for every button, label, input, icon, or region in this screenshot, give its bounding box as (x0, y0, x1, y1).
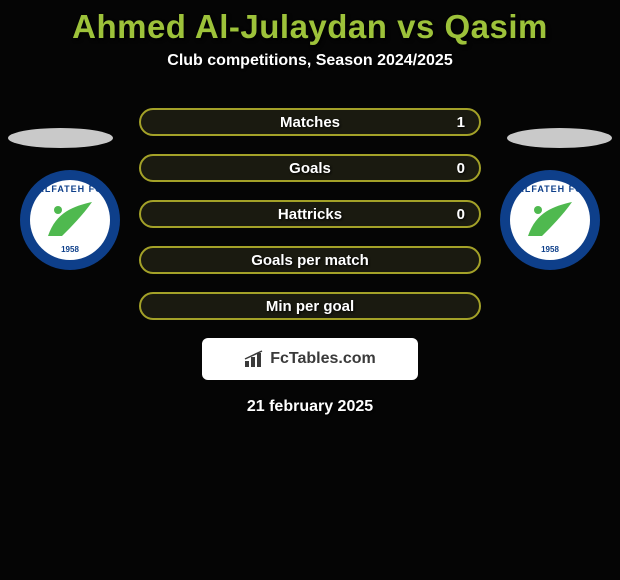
bars-icon (244, 350, 266, 368)
stat-label: Goals per match (251, 252, 369, 269)
stat-value-right: 1 (457, 114, 465, 131)
stat-label: Hattricks (278, 206, 342, 223)
stat-row: Matches 1 (139, 108, 481, 136)
player-left-ellipse (8, 128, 113, 148)
badge-year-right: 1958 (541, 245, 559, 254)
badge-swoosh-icon (42, 192, 98, 248)
stats-list: Matches 1 Goals 0 Hattricks 0 Goals per … (139, 108, 481, 320)
stat-label: Matches (280, 114, 340, 131)
stat-value-right: 0 (457, 206, 465, 223)
footer-date: 21 february 2025 (0, 398, 620, 416)
footer-brand-text: FcTables.com (270, 350, 376, 368)
stat-label: Min per goal (266, 298, 354, 315)
badge-year-left: 1958 (61, 245, 79, 254)
stat-row: Hattricks 0 (139, 200, 481, 228)
page-title: Ahmed Al-Julaydan vs Qasim (0, 8, 620, 46)
stat-row: Min per goal (139, 292, 481, 320)
player-right-ellipse (507, 128, 612, 148)
stat-row: Goals 0 (139, 154, 481, 182)
comparison-card: Ahmed Al-Julaydan vs Qasim Club competit… (0, 0, 620, 580)
stat-value-right: 0 (457, 160, 465, 177)
player-right-badge: ALFATEH FC 1958 (500, 170, 600, 270)
stat-row: Goals per match (139, 246, 481, 274)
stat-label: Goals (289, 160, 331, 177)
footer-brand-band: FcTables.com (202, 338, 418, 380)
badge-inner-right: ALFATEH FC 1958 (510, 180, 590, 260)
badge-swoosh-icon (522, 192, 578, 248)
subtitle: Club competitions, Season 2024/2025 (0, 52, 620, 70)
badge-club-text-right: ALFATEH FC (517, 184, 582, 194)
badge-club-text-left: ALFATEH FC (37, 184, 102, 194)
badge-inner-left: ALFATEH FC 1958 (30, 180, 110, 260)
player-left-badge: ALFATEH FC 1958 (20, 170, 120, 270)
